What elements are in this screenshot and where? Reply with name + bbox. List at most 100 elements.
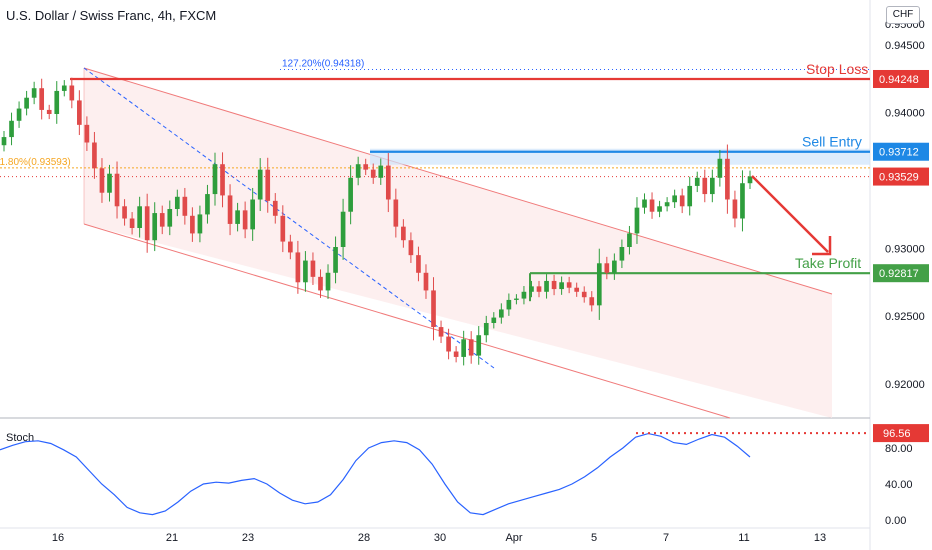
candle-body <box>370 169 376 178</box>
candle-body <box>536 286 542 292</box>
time-tick-label: Apr <box>505 532 522 544</box>
currency-badge[interactable]: CHF <box>886 6 920 24</box>
candle-body <box>242 210 248 230</box>
candle-body <box>212 164 218 195</box>
candle-body <box>122 206 127 219</box>
candle-body <box>416 255 421 273</box>
take-profit-price-tag: 0.92817 <box>879 268 919 280</box>
candle-body <box>401 226 406 241</box>
candle-body <box>174 196 180 209</box>
price-tick-label: 0.94500 <box>885 40 925 52</box>
time-tick-label: 16 <box>52 532 64 544</box>
candle-body <box>596 263 602 306</box>
trade-levels: Stop Loss Sell Entry Take Profit <box>70 61 870 302</box>
candle-body <box>423 272 429 291</box>
candle-body <box>190 215 195 234</box>
sell-entry-price-tag-bg <box>873 142 929 161</box>
candle-body <box>159 213 165 227</box>
channel-lower-line <box>83 223 731 419</box>
candle-body <box>92 142 97 169</box>
stoch-line <box>0 432 751 516</box>
candle-body <box>137 206 142 228</box>
candle-body <box>453 351 459 357</box>
candle-body <box>24 97 29 109</box>
candle-body <box>514 298 519 300</box>
candle-body <box>604 263 610 273</box>
candle-body <box>612 260 617 273</box>
candle-body <box>363 164 369 170</box>
candle-body <box>272 200 278 216</box>
price-tick-label: 0.92500 <box>885 311 925 323</box>
candle-body <box>257 169 263 200</box>
sell-entry-price-tag: 0.93712 <box>879 147 919 159</box>
candle-body <box>61 85 67 91</box>
candle-body <box>589 297 595 306</box>
candle-body <box>642 199 647 208</box>
candle-body <box>709 177 715 195</box>
time-tick-label: 7 <box>663 532 669 544</box>
sell-arrow <box>751 175 832 256</box>
candle-body <box>521 291 527 299</box>
candle-body <box>114 173 120 207</box>
candle-body <box>340 211 346 247</box>
candle-body <box>664 202 670 207</box>
time-tick-label: 30 <box>434 532 446 544</box>
channel-upper-line <box>83 67 833 295</box>
candle-body <box>506 299 512 310</box>
candle-body <box>355 164 361 178</box>
fib-618-label: 61.80%(0.93593) <box>0 157 71 168</box>
chart-frame <box>0 0 871 550</box>
candle-body <box>69 85 75 101</box>
candle-body <box>46 109 52 114</box>
price-channel <box>83 67 833 419</box>
candle-body <box>461 339 466 357</box>
candle-body <box>129 218 135 228</box>
candles <box>1 77 753 366</box>
time-tick-label: 21 <box>166 532 178 544</box>
candle-body <box>9 120 14 138</box>
price-tick-label: 0.93000 <box>885 243 925 255</box>
candle-body <box>732 199 738 219</box>
candle-body <box>325 272 331 291</box>
candle-body <box>649 199 655 212</box>
candle-body <box>54 90 60 114</box>
candle-body <box>717 158 723 178</box>
candle-body <box>378 165 384 178</box>
time-tick-label: 13 <box>814 532 826 544</box>
candle-body <box>431 290 436 328</box>
candle-body <box>393 199 399 227</box>
candle-body <box>84 124 90 143</box>
candle-body <box>318 276 323 291</box>
candle-body <box>77 100 82 125</box>
stoch-label: Stoch <box>6 432 34 444</box>
candle-body <box>574 287 580 292</box>
candle-body <box>303 260 308 283</box>
candle-body <box>747 176 753 184</box>
candle-body <box>235 210 240 224</box>
candle-body <box>250 199 256 230</box>
candle-body <box>99 168 105 193</box>
candle-body <box>408 240 414 256</box>
current-price-tag: 0.93529 <box>879 172 919 184</box>
price-tick-label: 0.94000 <box>885 108 925 120</box>
current-price-tag-bg <box>873 167 929 186</box>
candle-body <box>288 241 293 253</box>
candle-body <box>468 339 474 356</box>
candle-body <box>39 88 45 110</box>
fib-trend-line <box>83 67 495 369</box>
time-tick-label: 11 <box>738 532 749 544</box>
channel-fill <box>84 68 832 418</box>
candle-body <box>348 177 353 212</box>
stochastic-indicator: Stoch 80.00 40.00 0.00 96.56 <box>0 424 929 527</box>
candle-body <box>694 177 700 186</box>
candle-body <box>446 336 451 352</box>
candle-body <box>581 291 587 298</box>
sell-arrow-shaft <box>751 175 829 253</box>
price-tick-label: 0.92000 <box>885 379 925 391</box>
candle-body <box>167 209 173 227</box>
stoch-last-tag-bg <box>873 424 929 443</box>
candle-body <box>679 195 685 207</box>
stoch-tick-label: 0.00 <box>885 515 906 527</box>
candle-body <box>31 88 37 98</box>
